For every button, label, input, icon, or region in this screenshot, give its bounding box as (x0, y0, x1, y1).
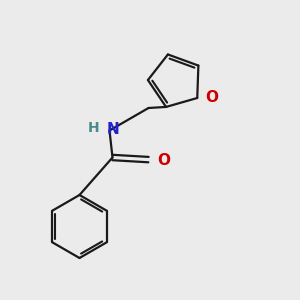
Text: O: O (206, 90, 219, 105)
Text: H: H (88, 121, 100, 134)
Text: N: N (106, 122, 119, 136)
Text: O: O (158, 153, 170, 168)
